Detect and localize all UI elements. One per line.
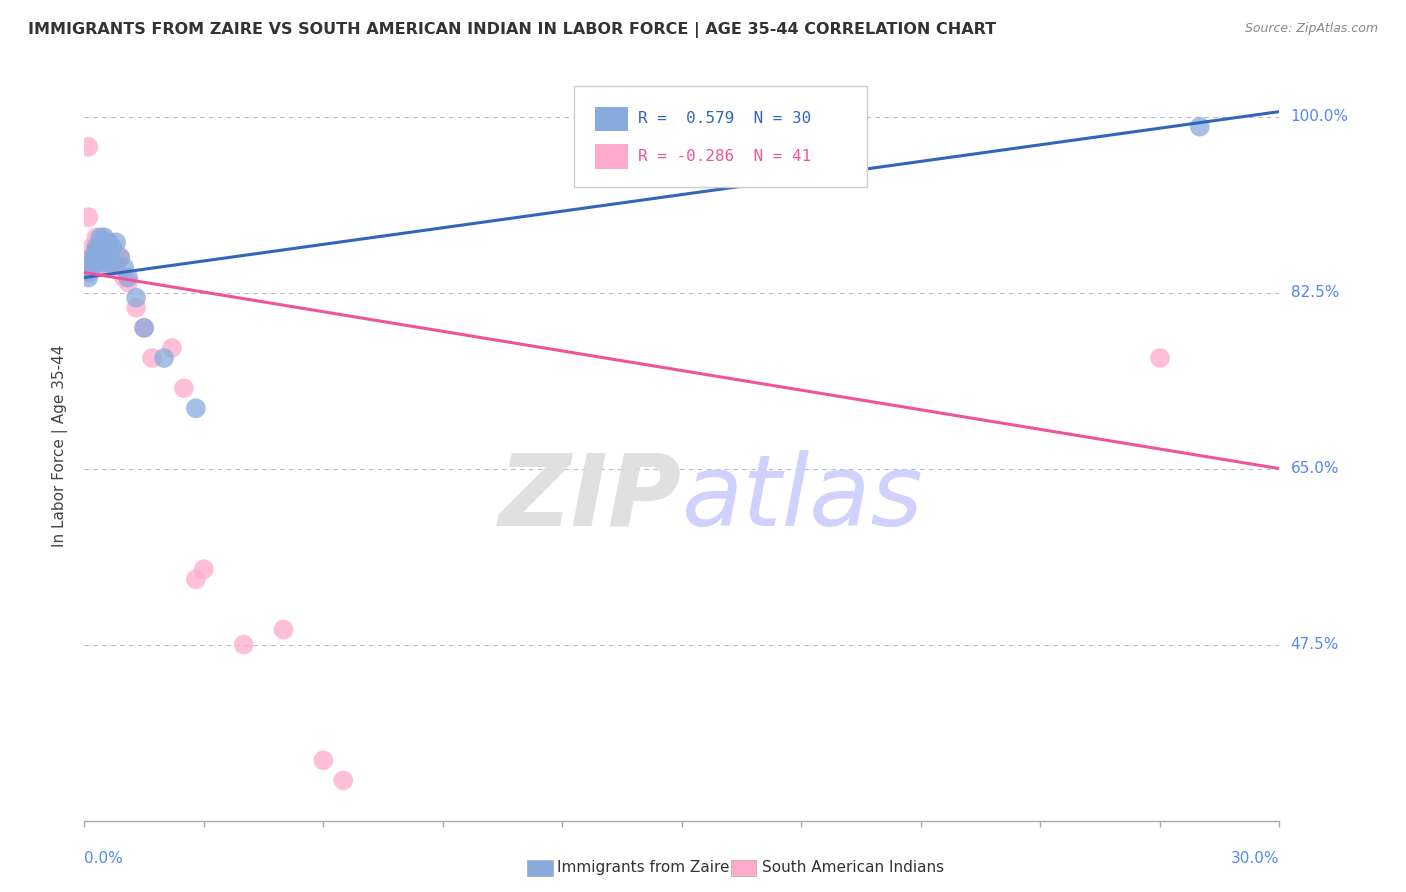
Point <box>97 245 120 260</box>
Point <box>86 245 108 260</box>
Point <box>153 351 176 365</box>
Point <box>173 381 195 395</box>
Point <box>89 230 111 244</box>
Point <box>89 240 111 254</box>
Point <box>101 251 124 265</box>
Point <box>273 623 295 637</box>
Point <box>93 255 115 269</box>
Point <box>89 245 111 260</box>
Text: R = -0.286  N = 41: R = -0.286 N = 41 <box>638 149 811 163</box>
Point <box>1188 120 1211 134</box>
Point <box>86 240 108 254</box>
Point <box>193 562 215 576</box>
Point <box>93 245 115 260</box>
Point <box>82 251 104 265</box>
Point <box>77 270 100 285</box>
Text: R =  0.579  N = 30: R = 0.579 N = 30 <box>638 112 811 126</box>
Point <box>101 240 124 254</box>
Point <box>112 260 135 275</box>
Point <box>312 753 335 767</box>
Point <box>105 235 128 250</box>
Point <box>89 251 111 265</box>
Point <box>97 251 120 265</box>
Point <box>112 270 135 285</box>
Point <box>93 230 115 244</box>
Text: Immigrants from Zaire: Immigrants from Zaire <box>557 861 730 875</box>
Point <box>93 235 115 250</box>
Point <box>117 276 139 290</box>
Point <box>97 235 120 250</box>
Point <box>77 266 100 280</box>
Text: IMMIGRANTS FROM ZAIRE VS SOUTH AMERICAN INDIAN IN LABOR FORCE | AGE 35-44 CORREL: IMMIGRANTS FROM ZAIRE VS SOUTH AMERICAN … <box>28 22 997 38</box>
Point <box>184 572 207 586</box>
Point <box>1149 351 1171 365</box>
Text: South American Indians: South American Indians <box>762 861 945 875</box>
Point <box>93 240 115 254</box>
Point <box>132 321 156 335</box>
Point <box>86 245 108 260</box>
Bar <box>595 144 628 169</box>
Point <box>332 773 354 788</box>
Point <box>125 291 148 305</box>
Point <box>97 255 120 269</box>
Point <box>77 210 100 224</box>
Point <box>93 255 115 269</box>
Text: 100.0%: 100.0% <box>1291 109 1348 124</box>
Point <box>110 251 132 265</box>
Point <box>89 240 111 254</box>
Point <box>101 255 124 269</box>
Point <box>93 235 115 250</box>
Bar <box>595 106 628 131</box>
Text: 30.0%: 30.0% <box>1232 851 1279 866</box>
Text: ZIP: ZIP <box>499 450 682 547</box>
Point <box>82 251 104 265</box>
Point <box>97 235 120 250</box>
Text: 82.5%: 82.5% <box>1291 285 1339 300</box>
Point <box>184 401 207 416</box>
FancyBboxPatch shape <box>575 87 868 187</box>
Point <box>77 140 100 154</box>
Point <box>86 230 108 244</box>
Text: atlas: atlas <box>682 450 924 547</box>
Point <box>141 351 163 365</box>
Point <box>101 260 124 275</box>
Y-axis label: In Labor Force | Age 35-44: In Labor Force | Age 35-44 <box>52 345 69 547</box>
Point <box>89 260 111 275</box>
Point <box>105 255 128 269</box>
Text: Source: ZipAtlas.com: Source: ZipAtlas.com <box>1244 22 1378 36</box>
Point <box>86 240 108 254</box>
Point <box>125 301 148 315</box>
Point <box>93 240 115 254</box>
Point <box>105 245 128 260</box>
Point <box>117 270 139 285</box>
Point <box>89 255 111 269</box>
Point <box>97 260 120 275</box>
Point <box>101 240 124 254</box>
Point <box>86 255 108 269</box>
Point <box>160 341 183 355</box>
Point <box>89 235 111 250</box>
Text: 47.5%: 47.5% <box>1291 637 1339 652</box>
Point <box>132 321 156 335</box>
Point <box>82 260 104 275</box>
Point <box>97 240 120 254</box>
Point <box>110 251 132 265</box>
Point <box>82 240 104 254</box>
Point <box>82 255 104 269</box>
Point <box>86 255 108 269</box>
Text: 0.0%: 0.0% <box>84 851 124 866</box>
Text: 65.0%: 65.0% <box>1291 461 1339 476</box>
Point <box>93 245 115 260</box>
Point <box>232 638 254 652</box>
